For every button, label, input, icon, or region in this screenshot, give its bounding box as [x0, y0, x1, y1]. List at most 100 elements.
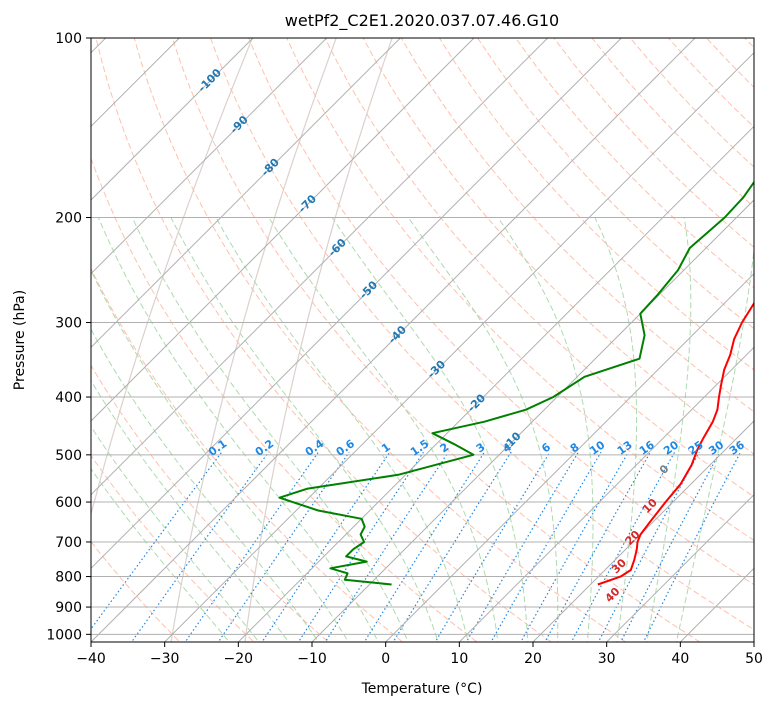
background-lines [91, 11, 775, 647]
dry-adiabat-line [629, 38, 754, 168]
isotherm-line [91, 38, 475, 422]
isohume-line [465, 451, 579, 642]
x-tick-label: 30 [598, 651, 616, 667]
isohume-line [570, 451, 676, 642]
dry-adiabat-line [744, 38, 754, 49]
isohume-line [597, 451, 700, 642]
isohume-label: 3 [474, 440, 488, 455]
moist-adiabat-line [91, 269, 349, 642]
isotherm-line [91, 38, 401, 349]
reference-curve [244, 38, 393, 642]
y-tick-label: 300 [55, 316, 82, 332]
moist-adiabat-line [91, 425, 260, 642]
x-tick-label: −10 [297, 651, 327, 667]
isohume-label: 1.5 [408, 437, 431, 459]
moist-adiabat-label: 40 [603, 585, 623, 605]
isohume-line [261, 451, 391, 642]
y-tick-label: 700 [55, 535, 82, 551]
moist-adiabat-line [331, 217, 529, 642]
y-axis: 100 200 300 400 500 600 700 800 900 1000 [46, 31, 91, 643]
isohume-line [544, 451, 651, 642]
y-tick-label: 100 [55, 31, 82, 47]
dry-adiabat-line [286, 38, 754, 541]
y-tick-label: 900 [55, 600, 82, 616]
isotherm-line [311, 199, 754, 642]
reference-curve [170, 38, 337, 642]
moist-adiabat-line [97, 217, 379, 642]
isohume-line [363, 451, 485, 642]
x-axis: −40 −30 −20 −10 0 10 20 30 40 50 [76, 642, 763, 667]
x-tick-label: −40 [76, 651, 106, 667]
x-tick-label: 40 [671, 651, 689, 667]
y-tick-label: 400 [55, 390, 82, 406]
isohume-line [324, 451, 449, 642]
dry-adiabat-line [209, 38, 754, 631]
moist-adiabat-line [170, 217, 439, 642]
y-tick-label: 1000 [46, 627, 82, 643]
isotherm-line [237, 125, 754, 642]
pressure-gridlines [91, 37, 754, 635]
isohume-label: 0.6 [334, 437, 358, 459]
dry-adiabat-line [324, 38, 754, 498]
x-tick-label: −20 [224, 651, 254, 667]
dry-adiabat-line [91, 157, 478, 642]
isohume-line [184, 451, 319, 642]
isohume-line [217, 451, 350, 642]
dry-adiabat-line [95, 38, 553, 642]
moist-adiabat-label: 0 [657, 462, 672, 477]
dry-adiabat-line [477, 38, 754, 330]
sounding-series [278, 180, 754, 586]
isohume-line [434, 451, 551, 642]
isotherm-line [532, 420, 754, 642]
moist-adiabat-line [646, 217, 692, 642]
dry-adiabat-line [757, 11, 775, 647]
dry-adiabat-line [91, 364, 330, 642]
dewpoint-profile-line [278, 180, 754, 586]
moist-adiabat-line [268, 217, 499, 642]
temperature-profile-line [597, 301, 754, 586]
dry-adiabat-line [362, 38, 754, 455]
dry-adiabat-line [515, 38, 754, 289]
isotherm-line [606, 493, 754, 642]
moist-adiabat-line [594, 217, 637, 642]
isotherm-line [91, 38, 696, 642]
isohume-line [620, 451, 721, 642]
moist-adiabat-label: 20 [623, 528, 643, 548]
isohume-line [297, 451, 424, 642]
moist-adiabat-line [215, 217, 469, 642]
dry-adiabat-line [91, 454, 255, 642]
plot-frame [90, 37, 755, 643]
x-tick-label: 50 [745, 651, 763, 667]
y-tick-label: 200 [55, 211, 82, 227]
isohume-line [490, 451, 602, 642]
dry-adiabat-line [400, 38, 754, 413]
dry-adiabat-line [91, 540, 181, 642]
moist-adiabat-line [91, 328, 320, 642]
isohume-line [392, 451, 512, 642]
x-tick-label: 10 [450, 651, 468, 667]
isohume-label: 6 [539, 440, 553, 455]
isotherm-line [91, 38, 549, 496]
x-tick-label: −30 [150, 651, 180, 667]
dry-adiabat-line [248, 38, 754, 586]
dry-adiabat-line [667, 38, 754, 128]
moist-adiabat-line [675, 246, 754, 642]
isohume-label: 0.2 [253, 437, 276, 459]
y-tick-label: 800 [55, 570, 82, 586]
dry-adiabat-line [133, 38, 627, 642]
y-axis-label: Pressure (hPa) [12, 290, 28, 390]
moist-adiabat-line [91, 468, 230, 642]
dry-adiabat-line [171, 38, 701, 642]
isohume-line [520, 451, 629, 642]
isotherm-lines [91, 38, 754, 642]
isotherm-line [458, 346, 754, 642]
isohume-label: 0.4 [303, 437, 327, 459]
y-tick-label: 500 [55, 448, 82, 464]
isohume-label: 0.1 [206, 437, 229, 459]
x-tick-label: 0 [381, 651, 390, 667]
isotherm-line [91, 38, 328, 275]
isotherm-line [164, 51, 754, 642]
isohume-line [642, 451, 742, 642]
isotherm-line [91, 38, 254, 201]
